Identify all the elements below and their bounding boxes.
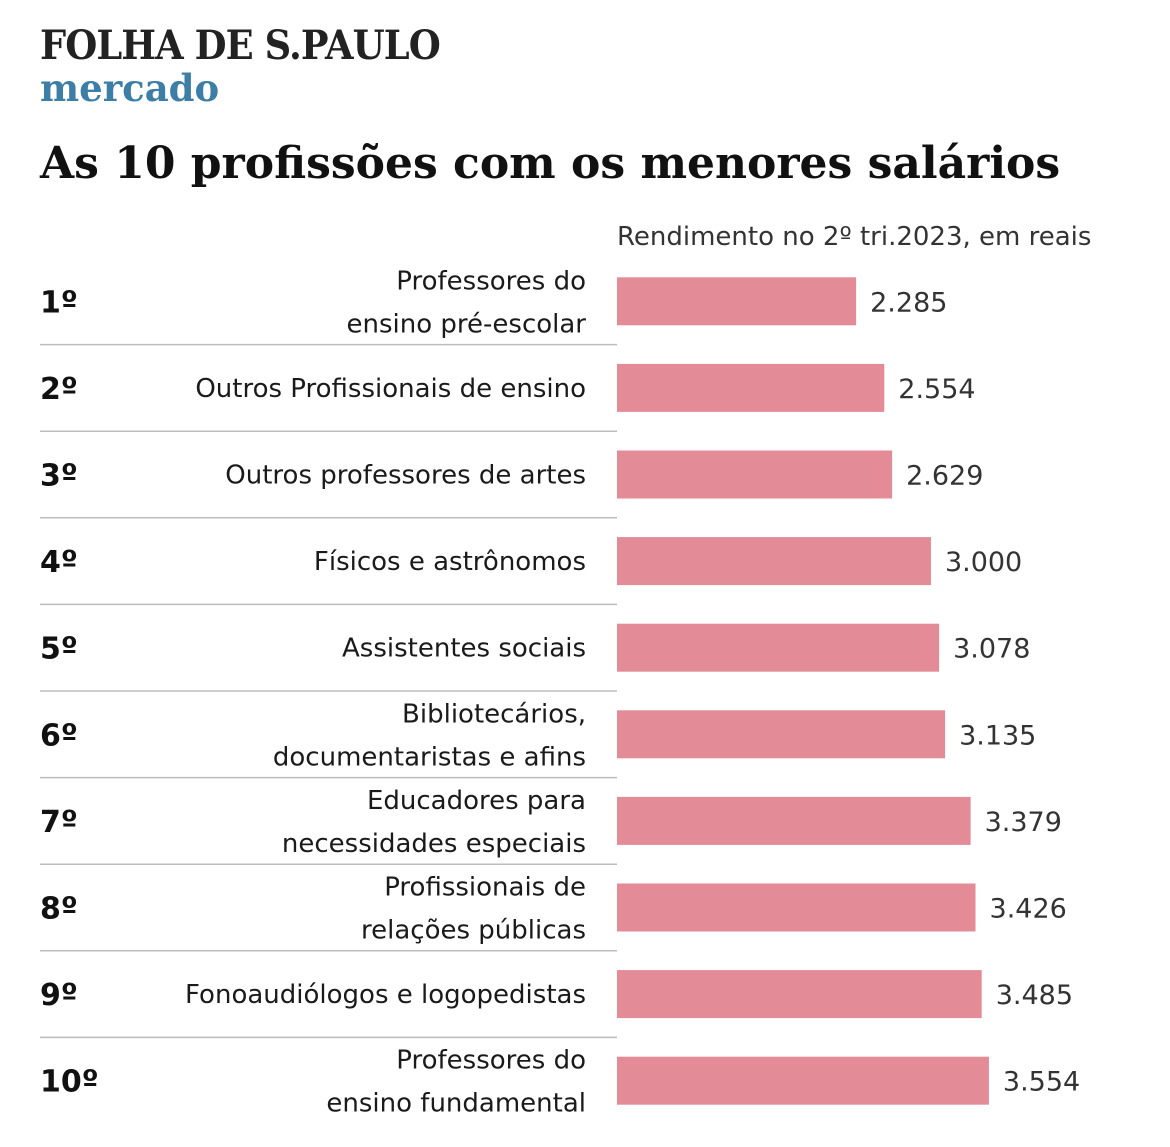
brand-logo: FOLHA DE S.PAULO <box>40 22 441 69</box>
category-label-6-line-2: documentaristas e afins <box>273 742 586 772</box>
rank-4: 4º <box>40 545 78 580</box>
value-label-9: 3.485 <box>996 980 1073 1011</box>
section-name: mercado <box>40 66 220 110</box>
category-label-1-line-2: ensino pré-escolar <box>347 309 587 339</box>
category-label-5: Assistentes sociais <box>342 634 586 664</box>
bar-3 <box>617 450 893 499</box>
rank-3: 3º <box>40 459 78 494</box>
category-label-7-line-1: Educadores para <box>367 786 586 816</box>
bar-10 <box>617 1056 989 1105</box>
value-label-10: 3.554 <box>1003 1067 1080 1098</box>
value-label-8: 3.426 <box>990 894 1067 925</box>
bar-6 <box>617 710 946 759</box>
chart-title: As 10 profissões com os menores salários <box>40 138 1061 189</box>
category-label-4: Físicos e astrônomos <box>314 547 586 577</box>
bar-9 <box>617 970 982 1019</box>
rank-7: 7º <box>40 805 78 840</box>
rank-9: 9º <box>40 978 78 1013</box>
value-label-2: 2.554 <box>898 374 975 405</box>
rank-8: 8º <box>40 892 78 927</box>
category-label-10-line-2: ensino fundamental <box>326 1089 586 1119</box>
category-label-7-line-2: necessidades especiais <box>282 829 586 859</box>
rank-1: 1º <box>40 285 78 320</box>
bar-5 <box>617 623 940 672</box>
bar-2 <box>617 363 885 412</box>
value-label-6: 3.135 <box>959 720 1036 751</box>
value-label-7: 3.379 <box>985 807 1062 838</box>
category-label-8-line-2: relações públicas <box>361 916 586 946</box>
rank-10: 10º <box>40 1065 99 1100</box>
category-label-8-line-1: Profissionais de <box>384 873 586 903</box>
category-label-1-line-1: Professores do <box>396 266 586 296</box>
value-label-1: 2.285 <box>870 287 947 318</box>
category-label-3: Outros professores de artes <box>225 461 586 491</box>
bar-1 <box>617 277 857 326</box>
chart-subtitle: Rendimento no 2º tri.2023, em reais <box>617 222 1092 252</box>
rank-5: 5º <box>40 632 78 667</box>
category-label-6-line-1: Bibliotecários, <box>402 699 586 729</box>
bar-4 <box>617 537 931 586</box>
category-label-10-line-1: Professores do <box>396 1046 586 1076</box>
rank-2: 2º <box>40 372 78 407</box>
value-label-4: 3.000 <box>945 547 1022 578</box>
category-label-9: Fonoaudiólogos e logopedistas <box>185 980 586 1010</box>
bar-8 <box>617 883 976 932</box>
value-label-5: 3.078 <box>953 634 1030 665</box>
category-label-2: Outros Profissionais de ensino <box>195 374 586 404</box>
rank-6: 6º <box>40 718 78 753</box>
bar-7 <box>617 796 971 845</box>
value-label-3: 2.629 <box>906 461 983 492</box>
